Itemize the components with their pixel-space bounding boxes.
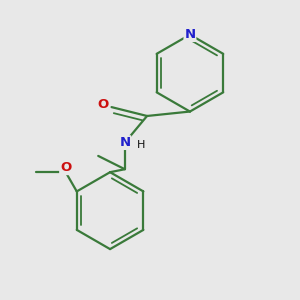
Text: N: N	[119, 136, 130, 149]
Text: H: H	[137, 140, 145, 150]
Text: O: O	[97, 98, 108, 111]
Text: N: N	[184, 28, 196, 41]
Text: O: O	[60, 161, 71, 174]
